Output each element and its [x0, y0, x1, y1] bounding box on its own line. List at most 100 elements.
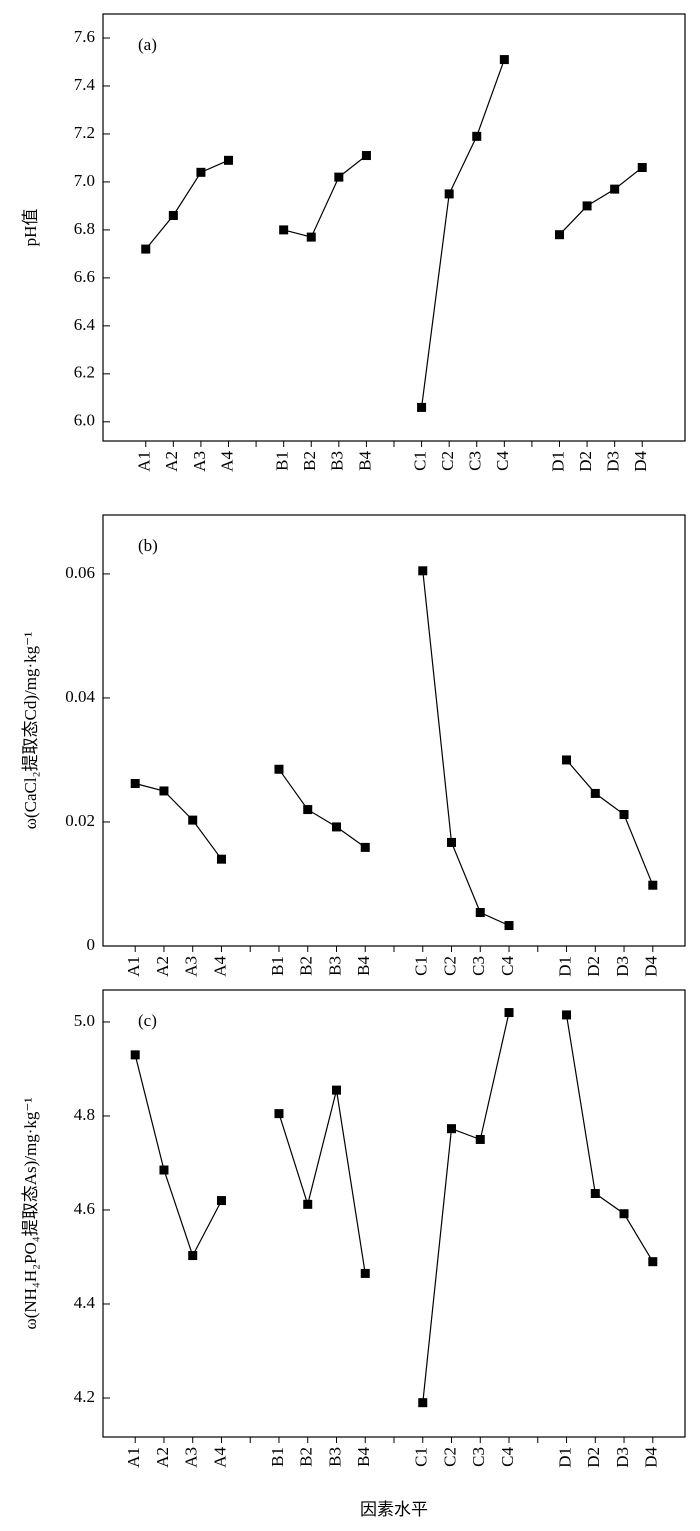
x-tick-label: B2: [300, 451, 319, 471]
y-tick-label: 6.8: [74, 219, 95, 238]
marker: [168, 211, 178, 221]
y-tick-label: 4.6: [74, 1199, 95, 1218]
x-tick-label: D3: [613, 1447, 632, 1468]
marker: [130, 1050, 140, 1060]
x-tick-label: C2: [438, 451, 457, 471]
marker: [444, 189, 454, 199]
marker: [360, 842, 370, 852]
x-tick-label: D1: [555, 1447, 574, 1468]
plot-frame: [102, 514, 686, 947]
marker: [216, 1196, 226, 1206]
panel-label: (c): [138, 1011, 157, 1030]
y-tick-label: 7.6: [74, 27, 95, 46]
panel-label: (a): [138, 35, 157, 54]
x-tick-label: A2: [162, 451, 181, 472]
marker: [334, 172, 344, 182]
x-tick-label: A4: [217, 451, 236, 472]
marker: [637, 163, 647, 173]
marker: [554, 230, 564, 240]
y-tick-label: 6.2: [74, 363, 95, 382]
marker: [590, 788, 600, 798]
plot-frame: [102, 13, 686, 442]
y-axis-label: pH值: [21, 209, 40, 247]
series-line: [135, 570, 654, 927]
y-tick-label: 7.4: [74, 75, 96, 94]
x-tick-label: D4: [642, 1447, 661, 1468]
x-tick-label: C2: [440, 1447, 459, 1467]
y-tick-label: 4.8: [74, 1105, 95, 1124]
marker: [504, 921, 514, 931]
marker: [196, 167, 206, 177]
x-tick-label: D3: [613, 956, 632, 977]
x-tick-label: A3: [190, 451, 209, 472]
marker: [648, 1257, 658, 1267]
x-tick-label: A3: [182, 956, 201, 977]
marker: [619, 810, 629, 820]
marker: [475, 908, 485, 918]
x-tick-label: C4: [493, 451, 512, 471]
marker: [188, 815, 198, 825]
marker: [562, 755, 572, 765]
marker: [648, 880, 658, 890]
x-tick-label: D3: [604, 451, 623, 472]
marker: [303, 1199, 313, 1209]
x-tick-label: B4: [354, 1447, 373, 1467]
x-tick-label: B1: [273, 451, 292, 471]
y-tick-label: 5.0: [74, 1011, 95, 1030]
y-tick-label: 0.06: [65, 563, 95, 582]
y-axis-label: ω(NH₄H₂PO₄提取态As)/mg·kg⁻¹: [21, 1098, 40, 1330]
marker: [418, 566, 428, 576]
marker: [224, 155, 234, 165]
marker: [274, 764, 284, 774]
marker: [216, 854, 226, 864]
x-tick-label: B4: [354, 956, 373, 976]
y-tick-label: 0: [87, 935, 96, 954]
series-line: [134, 1012, 654, 1403]
plot-frame: [102, 989, 686, 1438]
x-tick-label: D2: [576, 451, 595, 472]
x-tick-label: D2: [584, 956, 603, 977]
marker: [141, 244, 151, 254]
x-tick-label: D4: [642, 956, 661, 977]
y-tick-label: 6.6: [74, 267, 95, 286]
x-tick-label: D4: [631, 451, 650, 472]
x-tick-label: A3: [182, 1447, 201, 1468]
x-tick-label: D1: [548, 451, 567, 472]
marker: [610, 184, 620, 194]
marker: [590, 1189, 600, 1199]
marker: [306, 232, 316, 242]
x-tick-label: D2: [584, 1447, 603, 1468]
x-tick-label: A2: [153, 1447, 172, 1468]
x-tick-label: B1: [268, 956, 287, 976]
y-tick-label: 7.2: [74, 123, 95, 142]
x-tick-label: C4: [498, 1447, 517, 1467]
x-tick-label: A1: [135, 451, 154, 472]
marker: [331, 1085, 341, 1095]
x-tick-label: B1: [268, 1447, 287, 1467]
marker: [274, 1109, 284, 1119]
x-tick-label: B2: [297, 1447, 316, 1467]
marker: [130, 779, 140, 789]
marker: [447, 837, 457, 847]
x-tick-label: C3: [466, 451, 485, 471]
marker: [361, 151, 371, 161]
marker: [447, 1124, 457, 1134]
marker: [499, 55, 509, 65]
y-tick-label: 4.4: [74, 1293, 96, 1312]
marker: [619, 1209, 629, 1219]
marker: [472, 131, 482, 141]
marker: [159, 786, 169, 796]
x-axis-label: 因素水平: [360, 1500, 428, 1519]
marker: [562, 1010, 572, 1020]
y-tick-label: 6.4: [74, 315, 96, 334]
marker: [417, 402, 427, 412]
y-tick-label: 0.04: [65, 687, 95, 706]
x-tick-label: B2: [297, 956, 316, 976]
x-tick-label: B4: [355, 451, 374, 471]
x-tick-label: A4: [210, 956, 229, 977]
y-axis-label: ω(CaCl₂提取态Cd)/mg·kg⁻¹: [21, 632, 40, 829]
x-tick-label: A4: [210, 1447, 229, 1468]
x-tick-label: C3: [469, 956, 488, 976]
y-tick-label: 6.0: [74, 411, 95, 430]
panel-label: (b): [138, 536, 158, 555]
